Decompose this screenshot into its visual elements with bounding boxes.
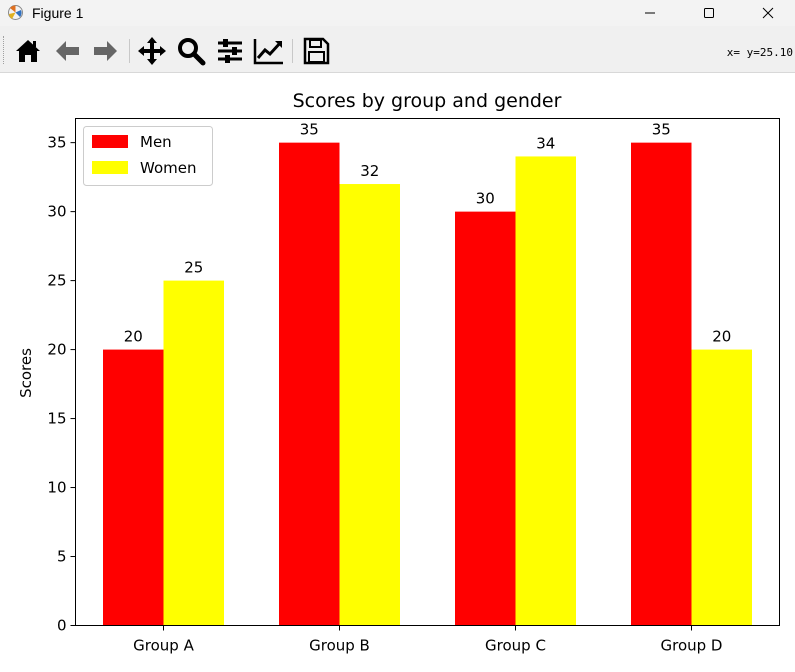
bar-men-group-d xyxy=(631,142,692,626)
move-icon xyxy=(138,37,166,65)
data-label: 35 xyxy=(300,121,319,139)
home-button[interactable] xyxy=(13,36,43,66)
navigation-toolbar xyxy=(0,26,795,73)
data-label: 34 xyxy=(536,134,555,152)
bar-women-group-b xyxy=(339,184,400,626)
toolbar-separator xyxy=(129,39,130,63)
window-title: Figure 1 xyxy=(32,5,84,21)
data-label: 30 xyxy=(476,190,495,208)
data-label: 25 xyxy=(184,259,203,277)
y-tick-label: 0 xyxy=(57,617,67,635)
matplotlib-app-icon xyxy=(8,5,23,20)
chart-title: Scores by group and gender xyxy=(293,90,562,112)
minimize-button[interactable] xyxy=(627,0,673,26)
window-title-bar: Figure 1 xyxy=(0,0,795,26)
floppy-disk-icon xyxy=(303,37,330,65)
y-tick-label: 10 xyxy=(47,479,66,497)
bar-men-group-b xyxy=(279,142,340,626)
legend-label-men: Men xyxy=(140,133,172,151)
magnifier-icon xyxy=(178,38,206,66)
bar-men-group-a xyxy=(103,349,164,626)
y-tick-label: 35 xyxy=(47,134,66,152)
y-tick-label: 25 xyxy=(47,272,66,290)
x-tick-label: Group C xyxy=(485,637,546,655)
subplots-button[interactable] xyxy=(215,36,245,66)
toolbar-grip[interactable] xyxy=(3,36,6,64)
save-button[interactable] xyxy=(301,36,331,66)
y-tick-label: 15 xyxy=(47,410,66,428)
zoom-button[interactable] xyxy=(176,36,206,66)
forward-button[interactable] xyxy=(90,36,120,66)
legend-label-women: Women xyxy=(140,159,196,177)
close-button[interactable] xyxy=(745,0,791,26)
legend: Men Women xyxy=(83,126,213,186)
bar-women-group-c xyxy=(515,156,576,626)
plot-area: 0 5 10 15 20 25 30 35 20 25 Group A 35 32 Group B 30 34… xyxy=(47,121,752,655)
x-tick-label: Group D xyxy=(661,637,723,655)
data-label: 20 xyxy=(712,328,731,346)
home-icon xyxy=(16,40,40,62)
toolbar-separator xyxy=(292,39,293,63)
minimize-icon xyxy=(645,12,655,14)
edit-axis-button[interactable] xyxy=(253,36,283,66)
y-tick-label: 5 xyxy=(57,548,67,566)
back-button[interactable] xyxy=(52,36,82,66)
arrow-right-icon xyxy=(94,41,117,61)
bar-women-group-a xyxy=(163,280,224,626)
line-chart-icon xyxy=(253,39,283,65)
maximize-button[interactable] xyxy=(686,0,732,26)
data-label: 20 xyxy=(124,328,143,346)
legend-swatch-men xyxy=(92,135,128,148)
data-label: 32 xyxy=(360,162,379,180)
axes-frame xyxy=(75,118,780,626)
pan-button[interactable] xyxy=(137,36,167,66)
bar-women-group-d xyxy=(691,349,752,626)
arrow-left-icon xyxy=(56,41,79,61)
bar-men-group-c xyxy=(455,211,516,626)
x-tick-label: Group B xyxy=(309,637,370,655)
legend-swatch-women xyxy=(92,161,128,174)
y-tick-label: 30 xyxy=(47,203,66,221)
data-label: 35 xyxy=(652,121,671,139)
y-axis-label: Scores xyxy=(17,348,35,398)
y-tick-label: 20 xyxy=(47,341,66,359)
cursor-coordinates: x= y=25.10 xyxy=(726,46,793,59)
close-icon xyxy=(762,7,774,19)
maximize-icon xyxy=(704,8,714,18)
figure-canvas[interactable]: Scores by group and gender Scores 0 5 10 15… xyxy=(0,73,795,672)
x-tick-label: Group A xyxy=(133,637,194,655)
sliders-icon xyxy=(218,39,242,63)
